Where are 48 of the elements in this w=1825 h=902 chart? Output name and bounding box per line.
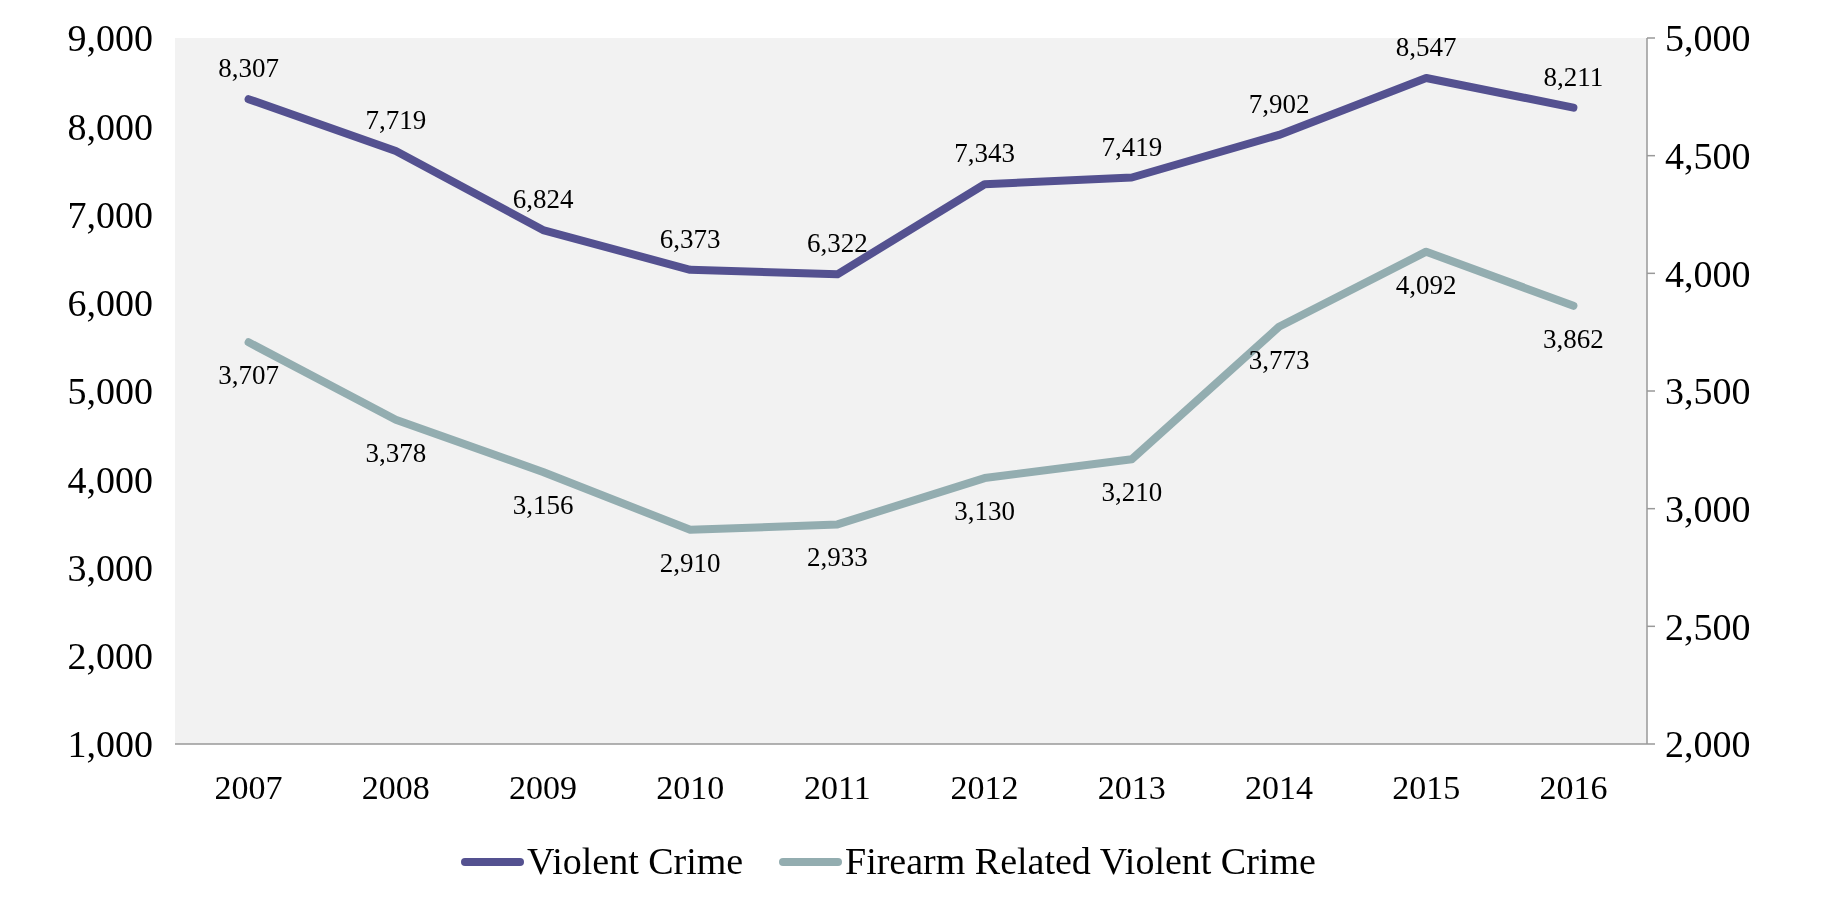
data-label: 3,773 xyxy=(1248,344,1310,375)
data-label: 6,373 xyxy=(659,223,721,254)
y-tick-label: 2,000 xyxy=(67,635,153,678)
y-tick-label: 1,000 xyxy=(67,723,153,766)
y-tick-label: 9,000 xyxy=(67,17,153,60)
y2-tick-label: 3,500 xyxy=(1665,370,1751,413)
data-label: 7,419 xyxy=(1101,131,1163,162)
data-label: 7,343 xyxy=(954,138,1015,169)
y2-tick-label: 3,000 xyxy=(1665,487,1751,530)
data-label: 8,211 xyxy=(1543,61,1604,92)
y-tick-label: 3,000 xyxy=(67,546,153,589)
data-label: 3,862 xyxy=(1543,323,1604,354)
data-label: 8,307 xyxy=(218,53,279,84)
data-label: 6,322 xyxy=(807,228,868,259)
x-tick-label: 2014 xyxy=(1245,769,1313,806)
y-tick-label: 7,000 xyxy=(67,193,153,236)
y-tick-label: 4,000 xyxy=(67,458,153,501)
data-label: 8,547 xyxy=(1395,31,1457,62)
y2-tick-label: 4,500 xyxy=(1665,134,1751,177)
x-tick-label: 2007 xyxy=(214,769,283,806)
y2-tick-label: 4,000 xyxy=(1665,252,1751,295)
legend-label: Firearm Related Violent Crime xyxy=(845,840,1316,882)
data-label: 6,824 xyxy=(512,184,574,215)
data-label: 3,707 xyxy=(218,360,279,391)
y2-tick-label: 2,500 xyxy=(1665,605,1751,648)
data-label: 7,719 xyxy=(365,105,427,136)
data-label: 3,130 xyxy=(954,496,1015,527)
x-tick-label: 2011 xyxy=(804,769,871,806)
data-label: 2,933 xyxy=(807,542,868,573)
x-tick-label: 2012 xyxy=(950,769,1019,806)
legend-label: Violent Crime xyxy=(527,840,744,882)
data-label: 3,210 xyxy=(1101,477,1163,508)
y2-tick-label: 5,000 xyxy=(1665,17,1751,60)
data-label: 3,378 xyxy=(365,437,427,468)
x-tick-label: 2008 xyxy=(361,769,430,806)
x-tick-label: 2009 xyxy=(509,769,577,806)
y-tick-label: 5,000 xyxy=(67,370,153,413)
x-tick-label: 2015 xyxy=(1392,769,1461,806)
y-tick-label: 8,000 xyxy=(67,105,153,148)
data-label: 4,092 xyxy=(1395,269,1457,300)
x-tick-label: 2013 xyxy=(1097,769,1166,806)
data-label: 7,902 xyxy=(1248,88,1310,119)
data-label: 3,156 xyxy=(512,489,574,520)
data-label: 2,910 xyxy=(659,547,721,578)
y2-tick-label: 2,000 xyxy=(1665,723,1751,766)
y-tick-label: 6,000 xyxy=(67,282,153,325)
x-tick-label: 2010 xyxy=(656,769,725,806)
x-tick-label: 2016 xyxy=(1539,769,1608,806)
